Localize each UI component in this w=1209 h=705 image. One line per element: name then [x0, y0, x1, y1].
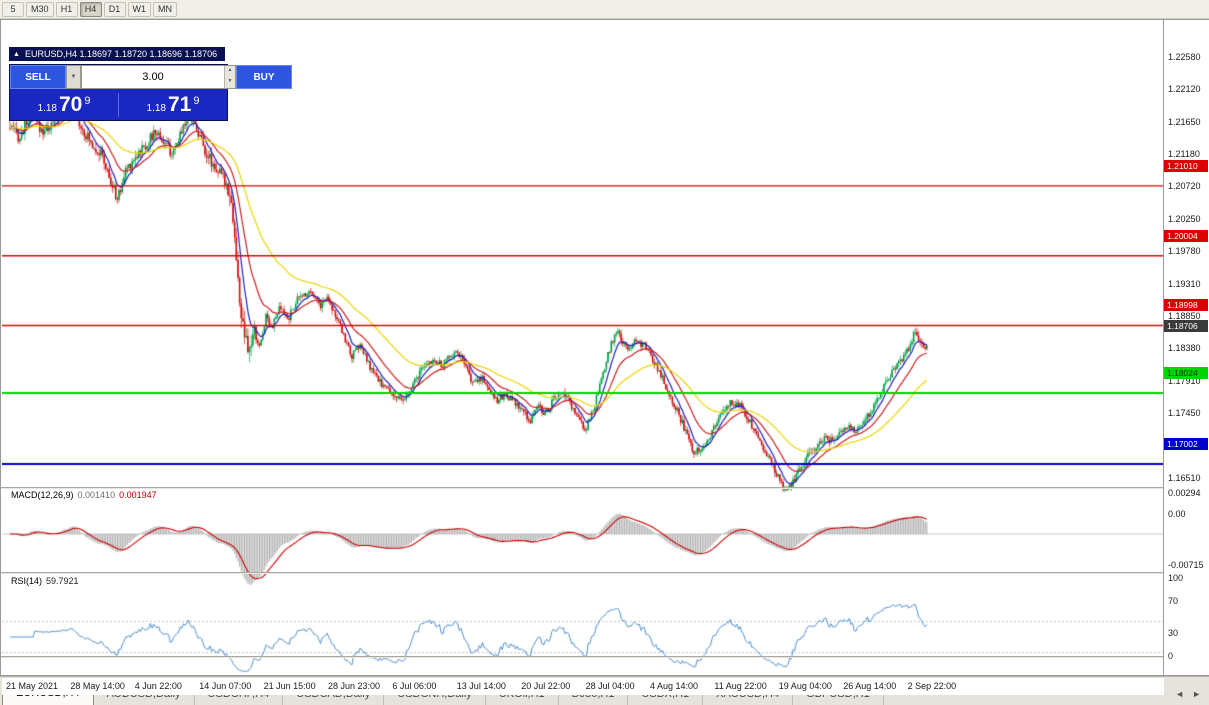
time-axis-label: 21 May 2021: [6, 681, 59, 691]
price-axis-label: 1.21650: [1168, 116, 1201, 127]
price-axis-label: 1.18380: [1168, 343, 1201, 354]
price-axis-label: 1.19780: [1168, 246, 1201, 257]
chart-window: ▲ EURUSD,H4 1.18697 1.18720 1.18696 1.18…: [0, 19, 1209, 695]
rsi-indicator-title: RSI(14) 59.7921: [11, 576, 79, 586]
time-axis-label: 20 Jul 22:00: [521, 681, 571, 691]
sell-price-main: 70: [58, 93, 83, 116]
time-axis-label: 14 Jun 07:00: [199, 681, 252, 691]
macd-axis-label: 0.00294: [1168, 488, 1201, 499]
buy-price[interactable]: 1.18 71 9: [119, 94, 227, 115]
time-axis-label: 2 Sep 22:00: [907, 681, 957, 691]
chart-ohlc-title: EURUSD,H4 1.18697 1.18720 1.18696 1.1870…: [24, 49, 218, 59]
macd-indicator-title: MACD(12,26,9) 0.001410 0.001947: [11, 490, 157, 500]
hline-price-badge[interactable]: 1.17002: [1164, 437, 1208, 450]
price-chart-canvas[interactable]: [2, 40, 1164, 695]
price-axis-label: 1.17910: [1168, 375, 1201, 386]
sell-price[interactable]: 1.18 70 9: [10, 94, 118, 115]
volume-increase-icon[interactable]: ▲: [227, 67, 233, 73]
tab-scroll-left-icon[interactable]: ◄: [1175, 689, 1185, 699]
price-axis-label: 1.20720: [1168, 181, 1201, 192]
hline-price-badge[interactable]: 1.18024: [1164, 367, 1208, 380]
buy-price-main: 71: [167, 93, 192, 116]
macd-title-text: MACD(12,26,9): [11, 490, 74, 500]
rsi-axis-label: 0: [1168, 651, 1174, 661]
time-axis-label: 26 Aug 14:00: [843, 681, 897, 691]
hline-price-badge[interactable]: 1.20004: [1164, 229, 1208, 242]
time-axis-label: 19 Aug 04:00: [778, 681, 832, 691]
price-axis-label: 1.21180: [1168, 149, 1200, 160]
timeframe-button-m5[interactable]: 5: [2, 1, 24, 17]
rsi-axis-label: 70: [1168, 596, 1179, 607]
price-axis[interactable]: 1.22580 1.22120 1.21650 1.21180 1.20720 1.202…: [1164, 20, 1209, 675]
time-axis[interactable]: 21 May 2021 28 May 14:00 4 Jun 22:00 14 Jun…: [2, 678, 1164, 695]
volume-input[interactable]: [82, 66, 224, 88]
timeframe-button-h1[interactable]: H1: [55, 1, 78, 17]
price-axis-label: 1.16510: [1168, 473, 1201, 484]
buy-button[interactable]: BUY: [236, 65, 292, 89]
price-axis-label: 1.17450: [1168, 407, 1201, 418]
macd-axis-label: 0.00: [1168, 509, 1186, 519]
time-axis-label: 28 Jul 04:00: [585, 681, 635, 691]
price-axis-divider: [1163, 19, 1164, 675]
rsi-pane-separator[interactable]: [1, 572, 1209, 574]
macd-pane-separator[interactable]: [1, 487, 1209, 489]
price-axis-label: 1.22120: [1168, 83, 1201, 94]
current-price-badge[interactable]: 1.18706: [1164, 319, 1208, 332]
time-axis-label: 6 Jul 06:00: [392, 681, 437, 691]
price-axis-label: 1.18850: [1168, 310, 1201, 321]
time-axis-label: 28 Jun 23:00: [328, 681, 381, 691]
buy-price-pip: 9: [193, 95, 200, 107]
trade-panel-quotes: 1.18 70 9 1.18 71 9: [10, 89, 227, 120]
price-axis-label: 1.20250: [1168, 213, 1201, 224]
collapse-trade-panel-icon[interactable]: ▲: [13, 50, 20, 58]
chart-symbol-header: ▲ EURUSD,H4 1.18697 1.18720 1.18696 1.18…: [9, 47, 226, 61]
volume-box: ▲ ▼: [81, 65, 236, 89]
price-axis-label: 1.22580: [1168, 52, 1201, 62]
one-click-trading-panel: SELL ▼ ▲ ▼ BUY 1.18 70 9: [9, 64, 292, 121]
volume-stepper: ▲ ▼: [224, 66, 235, 88]
time-axis-separator: [1, 656, 1209, 658]
sell-button[interactable]: SELL: [10, 65, 66, 89]
tab-scroll-controls: ◄ ►: [1175, 689, 1209, 705]
time-axis-label: 28 May 14:00: [70, 681, 125, 691]
time-axis-label: 21 Jun 15:00: [263, 681, 316, 691]
time-axis-label: 4 Jun 22:00: [134, 681, 182, 691]
timeframe-toolbar: 5 M30 H1 H4 D1 W1 MN: [0, 0, 1209, 19]
rsi-axis-label: 100: [1168, 573, 1184, 583]
macd-signal-value: 0.001947: [119, 490, 157, 500]
timeframe-button-h4[interactable]: H4: [79, 1, 102, 17]
hline-price-badge[interactable]: 1.18998: [1164, 299, 1208, 312]
time-axis-label: 11 Aug 22:00: [714, 681, 767, 691]
sell-price-prefix: 1.18: [37, 103, 57, 114]
time-axis-label: 4 Aug 14:00: [650, 681, 699, 691]
timeframe-button-d1[interactable]: D1: [103, 1, 126, 17]
rsi-axis-label: 30: [1168, 627, 1179, 638]
hline-price-badge[interactable]: 1.21010: [1164, 159, 1208, 172]
quote-divider: [118, 92, 119, 117]
volume-decrease-icon[interactable]: ▼: [227, 78, 233, 84]
time-axis-label: 13 Jul 14:00: [456, 681, 506, 691]
timeframe-button-mn[interactable]: MN: [153, 1, 178, 17]
rsi-value: 59.7921: [46, 576, 79, 586]
trade-panel-controls: SELL ▼ ▲ ▼ BUY: [10, 65, 292, 89]
timeframe-button-w1[interactable]: W1: [127, 1, 152, 17]
macd-axis-label: -0.00715: [1168, 559, 1204, 570]
timeframe-button-m30[interactable]: M30: [26, 1, 54, 17]
sell-price-pip: 9: [84, 95, 91, 107]
volume-dropdown-icon[interactable]: ▼: [66, 65, 81, 89]
price-axis-label: 1.19310: [1168, 278, 1201, 289]
rsi-title-text: RSI(14): [11, 576, 43, 586]
buy-price-prefix: 1.18: [146, 103, 166, 114]
tab-scroll-right-icon[interactable]: ►: [1192, 689, 1201, 699]
macd-main-value: 0.001410: [77, 490, 116, 500]
